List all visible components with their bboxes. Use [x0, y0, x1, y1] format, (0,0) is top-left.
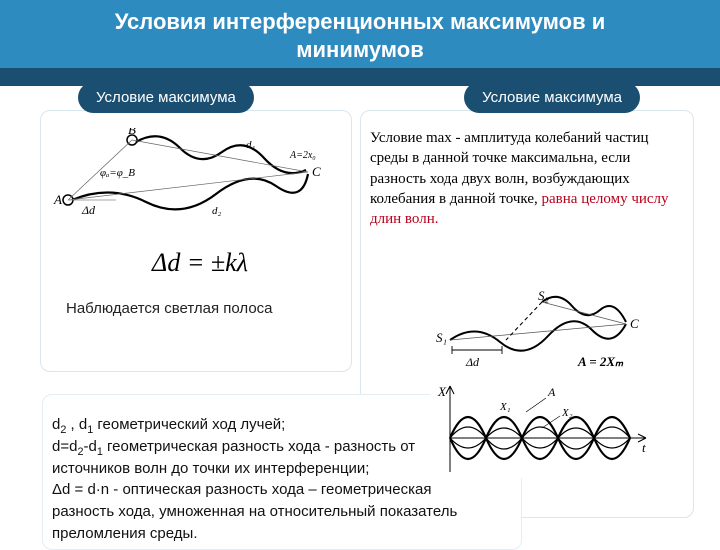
label-d1: d₁	[246, 139, 256, 151]
svg-text:X₁: X₁	[499, 401, 511, 413]
page-title: Условия интерференционных максимумов и м…	[0, 0, 720, 63]
right-column: Условие max - амплитуда колебаний частиц…	[370, 128, 690, 229]
label-phase: φₐ=φ_B	[100, 167, 135, 179]
svg-text:A = 2Xₘ: A = 2Xₘ	[577, 354, 624, 369]
left-column: A B Δd C d₁ d₂ φₐ	[50, 128, 350, 317]
svg-text:S₁: S₁	[436, 330, 447, 345]
svg-text:X: X	[437, 384, 447, 399]
def-line1-c: геометрический ход лучей;	[93, 416, 285, 433]
caption-bright-band: Наблюдается светлая полоса	[50, 300, 350, 317]
svg-text:Δd: Δd	[465, 355, 480, 369]
title-band: Условия интерференционных максимумов и м…	[0, 0, 720, 68]
pill-right: Условие максимума	[464, 82, 640, 113]
svg-text:X₂: X₂	[561, 407, 573, 419]
def-line3: Δd = d·n - оптическая разность хода – ге…	[52, 481, 457, 542]
title-line-1: Условия интерференционных максимумов и	[115, 9, 606, 34]
title-line-2: минимумов	[296, 37, 424, 62]
label-B: B	[128, 128, 136, 137]
def-d2: d2	[52, 416, 66, 433]
def-line2-a: d=d	[52, 438, 77, 455]
label-d2: d₂	[212, 205, 222, 217]
max-condition-text: Условие max - амплитуда колебаний частиц…	[370, 128, 690, 229]
label-delta-d: Δd	[81, 203, 96, 217]
def-line1-b: , d	[66, 416, 87, 433]
label-A: A	[53, 192, 62, 207]
def-line2-b: -d	[83, 438, 96, 455]
svg-text:A: A	[547, 385, 556, 399]
label-amp: A=2x₀	[289, 150, 316, 161]
pill-left: Условие максимума	[78, 82, 254, 113]
svg-text:t: t	[642, 440, 646, 455]
svg-text:C: C	[630, 316, 639, 331]
content-area: Условие максимума Условие максимума A B	[0, 68, 720, 540]
label-C: C	[312, 164, 321, 179]
def-line2-c: геометрическая разность хода - разность …	[52, 438, 415, 477]
formula-max: Δd = ±kλ	[50, 248, 350, 278]
wave-path-diagram: A B Δd C d₁ d₂ φₐ	[50, 128, 340, 238]
definitions-block: d2 , d1 геометрический ход лучей; d=d2-d…	[52, 414, 492, 545]
